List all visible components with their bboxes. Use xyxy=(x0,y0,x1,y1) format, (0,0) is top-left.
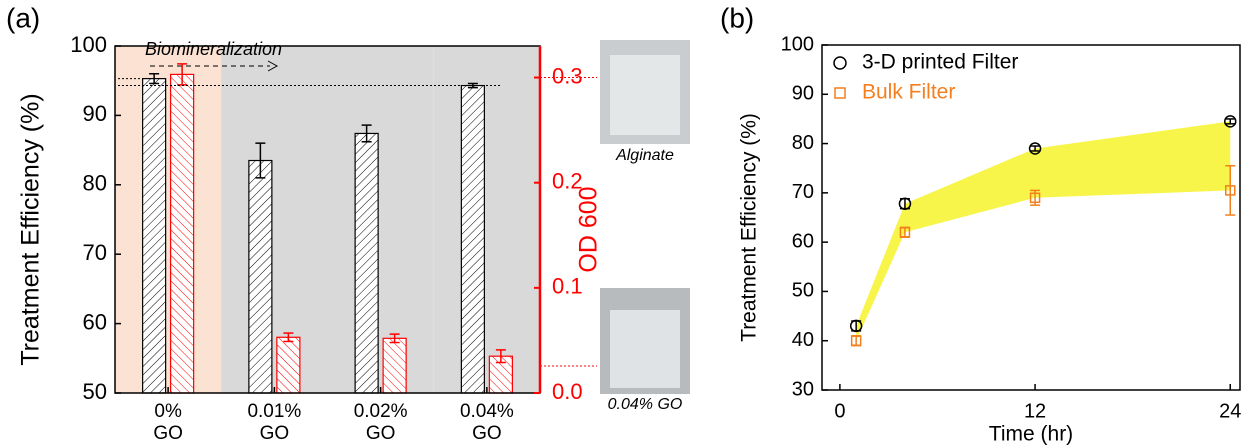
y-tick-label: 50 xyxy=(792,280,814,302)
bar xyxy=(248,159,273,394)
image-caption: 0.04% GO xyxy=(608,396,683,413)
x-tick-label: 12 xyxy=(1024,400,1046,422)
y-tick-label: 50 xyxy=(83,379,107,404)
point xyxy=(899,227,911,238)
y-axis-label: Treatment Efficiency (%) xyxy=(17,93,45,365)
y2-tick-label: 0.2 xyxy=(552,169,583,194)
point xyxy=(849,319,863,333)
panel-label: (a) xyxy=(6,2,40,33)
point xyxy=(850,335,862,346)
y-tick-label: 70 xyxy=(792,181,814,203)
y-tick-label: 90 xyxy=(792,83,814,105)
category-background xyxy=(433,46,540,393)
x-tick-label: 24 xyxy=(1219,400,1241,422)
y-tick-label: 80 xyxy=(83,171,107,196)
point xyxy=(1224,185,1236,196)
bar xyxy=(382,337,407,394)
annotation: Biomineralization xyxy=(145,39,282,59)
x-tick-label: 0.02% GO xyxy=(353,401,408,444)
x-tick-label: 0% GO xyxy=(153,401,183,444)
plot-frame xyxy=(821,44,1241,391)
fill-between xyxy=(856,121,1231,341)
y2-tick-label: 0.3 xyxy=(552,63,583,88)
point xyxy=(1223,115,1237,128)
x-tick-label: 0.01% GO xyxy=(247,401,302,444)
x-axis-label: Time (hr) xyxy=(989,423,1073,446)
x-tick-label: 0 xyxy=(834,400,845,422)
alginate-photo-liquid xyxy=(610,55,680,135)
y2-axis-label: OD 600 xyxy=(575,186,603,272)
y-tick-label: 60 xyxy=(83,309,107,334)
y-tick-label: 60 xyxy=(792,230,814,252)
annotation-arrowhead xyxy=(267,60,279,72)
y-tick-label: 70 xyxy=(83,240,107,265)
point xyxy=(898,197,912,210)
x-tick-label: 0.04% GO xyxy=(459,401,514,444)
y-tick-label: 100 xyxy=(70,32,107,57)
point xyxy=(1028,142,1042,155)
bar xyxy=(170,73,195,394)
y2-tick-label: 0.0 xyxy=(552,379,583,404)
category-background xyxy=(327,46,434,393)
y-tick-label: 40 xyxy=(792,329,814,351)
panel-label: (b) xyxy=(720,2,754,33)
bar xyxy=(354,132,379,394)
bar xyxy=(276,336,301,394)
legend-marker xyxy=(834,87,846,99)
legend-label: Bulk Filter xyxy=(862,81,955,104)
category-background xyxy=(221,46,328,393)
y2-tick-label: 0.1 xyxy=(552,274,583,299)
y-tick-label: 100 xyxy=(781,33,814,55)
legend-label: 3-D printed Filter xyxy=(862,51,1018,74)
go-photo-liquid xyxy=(610,310,680,388)
bar xyxy=(142,78,167,394)
legend-marker xyxy=(833,56,847,70)
y-tick-label: 80 xyxy=(792,132,814,154)
y-tick-label: 90 xyxy=(83,101,107,126)
point xyxy=(1029,192,1041,204)
image-caption: Alginate xyxy=(615,147,674,164)
y-axis-label: Treatment Efficiency (%) xyxy=(738,113,761,342)
y-tick-label: 30 xyxy=(792,378,814,400)
bar xyxy=(460,84,485,394)
